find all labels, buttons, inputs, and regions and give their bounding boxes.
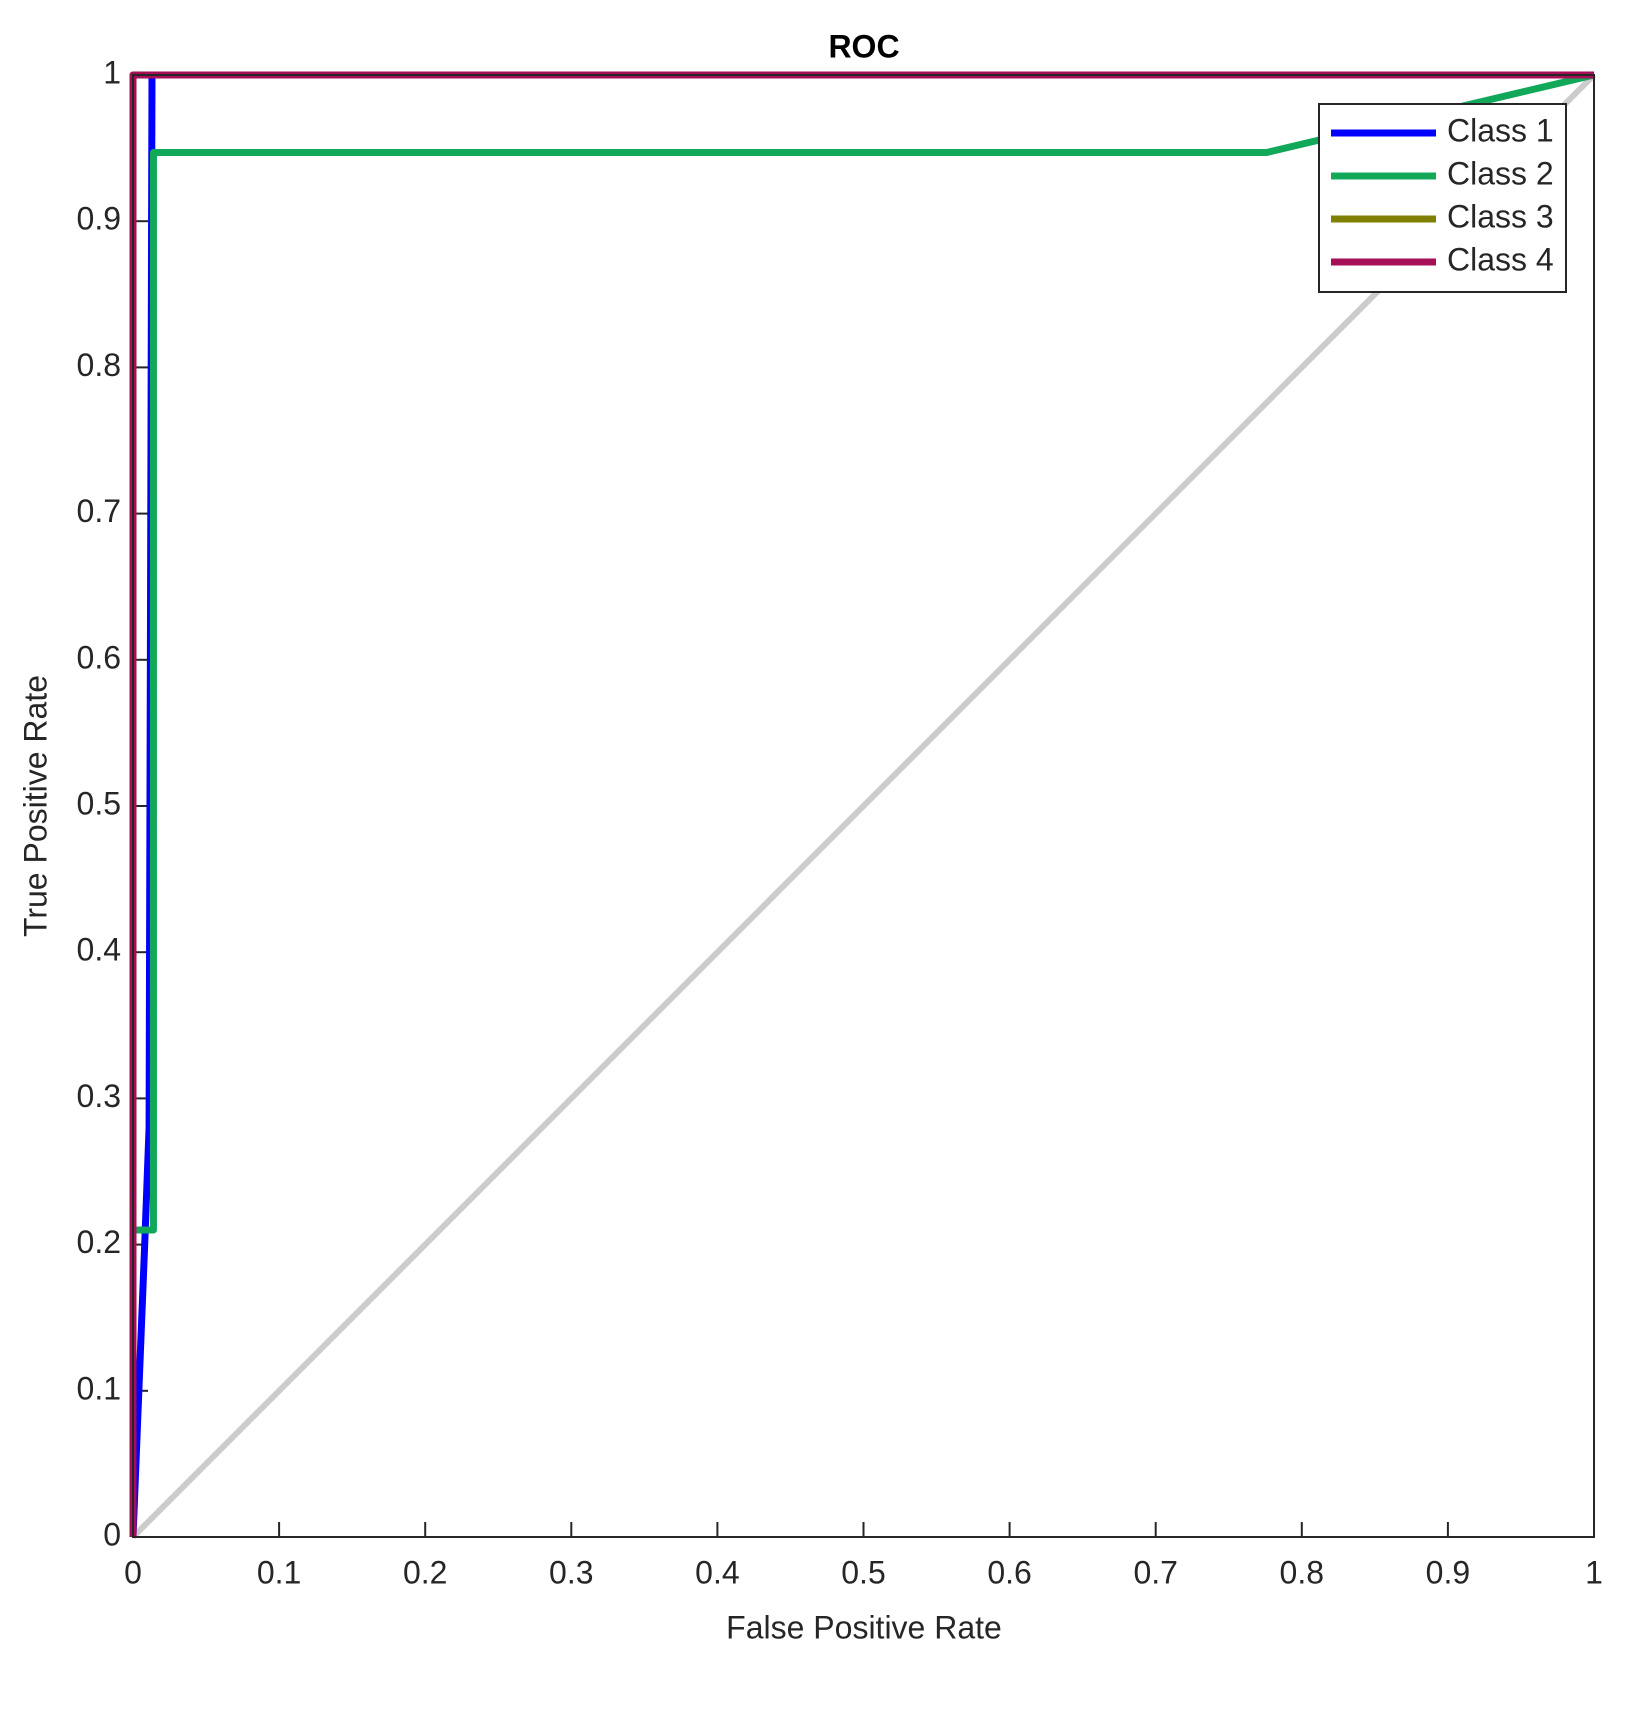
legend-label: Class 2 [1447, 155, 1554, 191]
y-tick-label: 0.2 [77, 1224, 121, 1260]
y-tick-label: 0.4 [77, 932, 121, 968]
y-tick-label: 0.5 [77, 785, 121, 821]
legend-label: Class 4 [1447, 241, 1554, 277]
y-tick-label: 0.7 [77, 493, 121, 529]
legend-label: Class 1 [1447, 112, 1554, 148]
y-axis-label: True Positive Rate [17, 675, 53, 937]
x-tick-label: 0.2 [403, 1554, 447, 1590]
x-tick-label: 0.5 [841, 1554, 885, 1590]
reference-line [130, 72, 1597, 1540]
x-tick-label: 1 [1585, 1554, 1603, 1590]
y-tick-label: 0.3 [77, 1078, 121, 1114]
x-axis-label: False Positive Rate [726, 1609, 1002, 1645]
x-tick-label: 0.6 [987, 1554, 1031, 1590]
plot-frame [132, 74, 1595, 1538]
x-tick-label: 0.4 [695, 1554, 739, 1590]
y-tick-label: 0.1 [77, 1370, 121, 1406]
y-tick-label: 1 [103, 54, 121, 90]
x-tick-label: 0 [124, 1554, 142, 1590]
x-tick-label: 0.9 [1426, 1554, 1470, 1590]
y-tick-label: 0 [103, 1516, 121, 1552]
y-tick-label: 0.9 [77, 201, 121, 237]
x-tick-label: 0.3 [549, 1554, 593, 1590]
y-tick-label: 0.8 [77, 347, 121, 383]
chart-title: ROC [828, 28, 899, 64]
y-tick-label: 0.6 [77, 639, 121, 675]
legend-label: Class 3 [1447, 198, 1554, 234]
x-tick-label: 0.7 [1133, 1554, 1177, 1590]
x-tick-label: 0.8 [1280, 1554, 1324, 1590]
x-tick-label: 0.1 [257, 1554, 301, 1590]
